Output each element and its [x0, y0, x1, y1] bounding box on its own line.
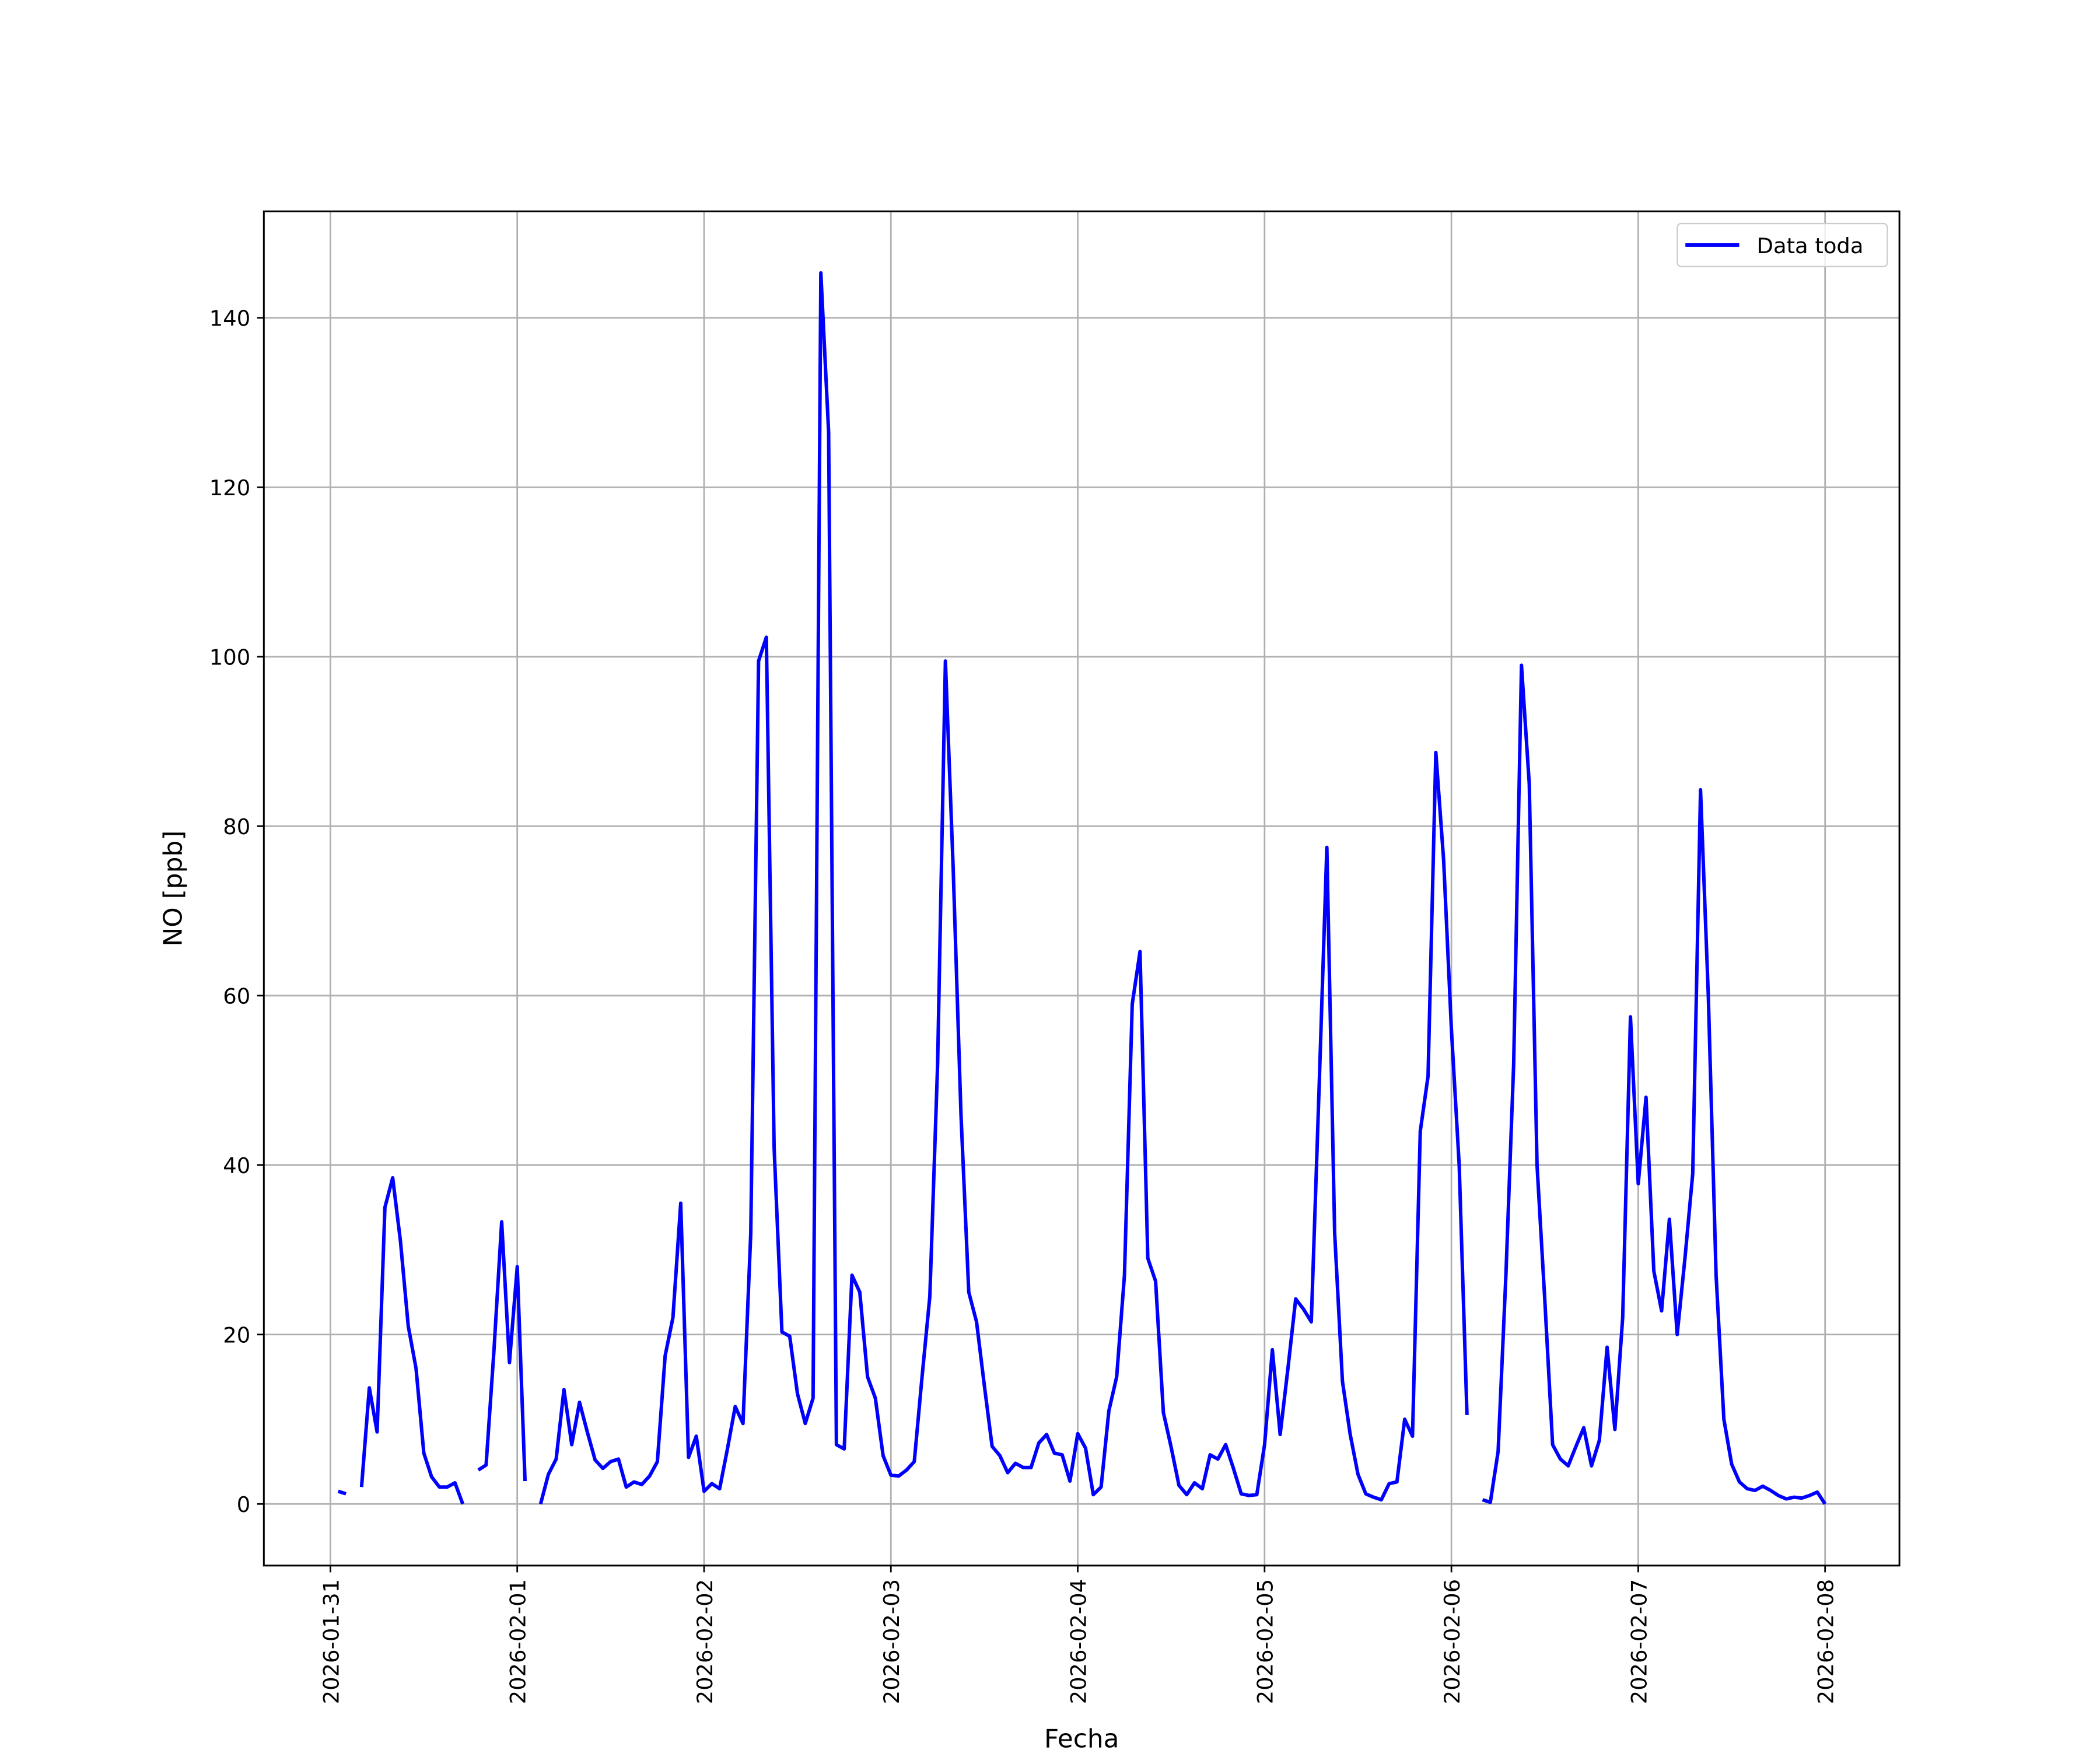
y-tick-label: 80: [223, 814, 250, 839]
ticks: 0 20 40 60 80 100 120 140 2026-01-31 2026-02-01 20…: [209, 306, 1839, 1704]
y-tick-label: 100: [209, 645, 250, 670]
x-tick-label: 2026-02-06: [1440, 1579, 1465, 1704]
grid: [264, 211, 1900, 1566]
plot-area: [337, 271, 1827, 1505]
x-tick-label: 2026-02-04: [1066, 1579, 1091, 1704]
x-tick-label: 2026-02-01: [506, 1579, 531, 1704]
legend-label: Data toda: [1757, 233, 1864, 258]
y-tick-label: 0: [237, 1492, 250, 1517]
axes-frame: [262, 210, 1901, 1567]
x-tick-label: 2026-01-31: [318, 1579, 344, 1704]
legend-box: [1676, 222, 1888, 268]
x-tick-label: 2026-02-03: [879, 1579, 904, 1704]
x-axis-label: Fecha: [1044, 1724, 1119, 1750]
x-tick-label: 2026-02-07: [1626, 1579, 1651, 1704]
y-tick-label: 40: [223, 1153, 250, 1178]
y-tick-label: 140: [209, 306, 250, 331]
legend: Data toda: [1676, 222, 1888, 268]
y-tick-label: 20: [223, 1323, 250, 1348]
x-tick-label: 2026-02-08: [1814, 1579, 1839, 1704]
x-tick-label: 2026-02-05: [1253, 1579, 1278, 1704]
y-tick-label: 120: [209, 475, 250, 501]
x-tick-label: 2026-02-02: [692, 1579, 718, 1704]
data-line: [337, 271, 1827, 1505]
y-tick-label: 60: [223, 984, 250, 1009]
y-axis-label: NO [ppb]: [159, 831, 188, 947]
